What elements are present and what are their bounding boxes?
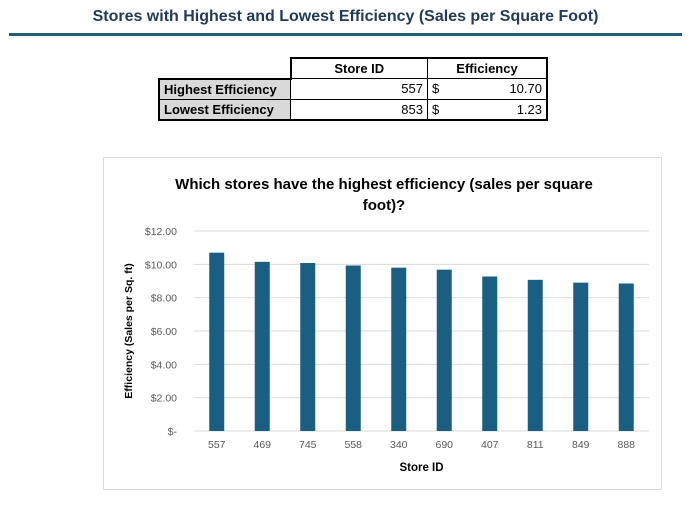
y-axis-title: Efficiency (Sales per Sq. ft) [123, 263, 135, 398]
y-tick-label: $2.00 [151, 393, 177, 405]
page-title: Stores with Highest and Lowest Efficienc… [92, 8, 599, 25]
bar [527, 279, 543, 431]
bar [618, 283, 634, 431]
x-tick-label: 340 [390, 439, 408, 451]
x-tick-label: 811 [527, 439, 544, 451]
bar [209, 252, 225, 431]
y-tick-label: $4.00 [151, 359, 177, 371]
y-tick-label: $8.00 [151, 293, 177, 305]
lowest-efficiency: $ 1.23 [427, 98, 548, 121]
x-tick-label: 888 [617, 439, 635, 451]
y-tick-label: $- [168, 426, 178, 438]
chart-title: Which stores have the highest efficiency… [175, 176, 593, 214]
summary-table: Store ID Efficiency Highest Efficiency 5… [158, 57, 548, 121]
bar [391, 267, 407, 431]
bar [482, 276, 498, 431]
highest-efficiency-value: 10.70 [509, 81, 542, 97]
x-tick-label: 558 [344, 439, 362, 451]
lowest-efficiency-value: 1.23 [516, 101, 542, 117]
highest-efficiency: $ 10.70 [427, 78, 548, 100]
y-tick-label: $10.00 [145, 259, 177, 271]
bar [345, 265, 361, 431]
x-tick-label: 745 [299, 439, 317, 451]
x-tick-label: 407 [481, 439, 499, 451]
x-tick-label: 557 [208, 439, 226, 451]
x-tick-label: 690 [435, 439, 453, 451]
lowest-store-id: 853 [290, 98, 428, 121]
row-label-highest: Highest Efficiency [158, 77, 291, 100]
title-divider [9, 33, 682, 36]
x-tick-label: 849 [572, 439, 590, 451]
x-axis-title: Store ID [399, 462, 443, 474]
summary-header-row: Store ID Efficiency [159, 57, 548, 79]
x-tick-label: 469 [253, 439, 271, 451]
bar [254, 261, 270, 431]
currency-symbol: $ [432, 101, 440, 117]
bar [573, 282, 589, 431]
chart-area[interactable]: Which stores have the highest efficiency… [103, 157, 662, 490]
bar-chart: $- $2.00 $4.00 $6.00 $8.00 $10.00 $12.00 557 469… [123, 226, 649, 474]
header-efficiency: Efficiency [427, 57, 548, 79]
summary-row-lowest: Lowest Efficiency 853 $ 1.23 [158, 98, 548, 121]
bar [300, 263, 316, 431]
highest-store-id: 557 [290, 78, 428, 100]
currency-symbol: $ [432, 81, 440, 97]
y-tick-label: $12.00 [145, 226, 177, 238]
summary-corner [159, 58, 291, 79]
bar [436, 269, 452, 431]
y-tick-label: $6.00 [151, 326, 177, 338]
row-label-lowest: Lowest Efficiency [158, 98, 291, 121]
summary-row-highest: Highest Efficiency 557 $ 10.70 [158, 77, 548, 100]
header-store-id: Store ID [289, 57, 428, 79]
